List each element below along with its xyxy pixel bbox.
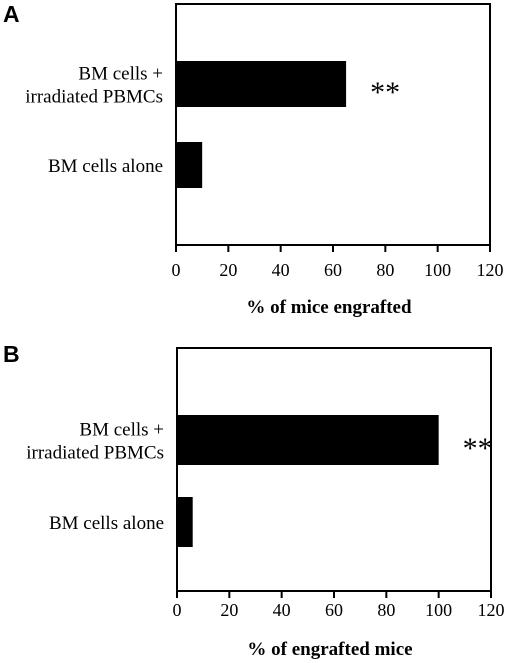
x-tick-label: 100: [425, 600, 452, 620]
x-tick-label: 60: [325, 600, 343, 620]
x-tick-label: 0: [173, 600, 182, 620]
x-tick-label: 40: [272, 260, 290, 280]
significance-label: **: [370, 76, 400, 109]
bar: [176, 142, 203, 188]
x-tick-label: 100: [424, 260, 451, 280]
panel-letter: B: [3, 341, 20, 367]
significance-label: **: [463, 432, 493, 465]
plot-frame: [176, 347, 492, 592]
bar: [176, 61, 347, 107]
x-axis-title: % of mice engrafted: [246, 297, 412, 318]
panel-letter: A: [3, 1, 20, 27]
x-tick-label: 0: [172, 260, 181, 280]
plot-frame: [175, 3, 491, 246]
x-tick-label: 20: [219, 260, 237, 280]
x-tick-label: 40: [273, 600, 291, 620]
category-label: BM cells + irradiated PBMCs: [25, 64, 163, 108]
category-label: BM cells alone: [48, 156, 163, 177]
panel-b: B BM cells + irradiated PBMCs ** BM cells al…: [3, 341, 505, 660]
x-tick-label: 20: [220, 600, 238, 620]
x-tick-label: 120: [478, 600, 505, 620]
bar: [177, 415, 439, 465]
x-tick-label: 60: [324, 260, 342, 280]
category-label: BM cells alone: [49, 513, 164, 534]
x-axis-title: % of engrafted mice: [247, 639, 412, 660]
x-tick-label: 80: [376, 260, 394, 280]
x-tick-label: 120: [477, 260, 504, 280]
panel-a: A BM cells + irradiated PBMCs ** BM cells al…: [3, 1, 504, 318]
category-label: BM cells + irradiated PBMCs: [26, 420, 164, 464]
bar: [177, 497, 193, 547]
x-tick-label: 80: [377, 600, 395, 620]
